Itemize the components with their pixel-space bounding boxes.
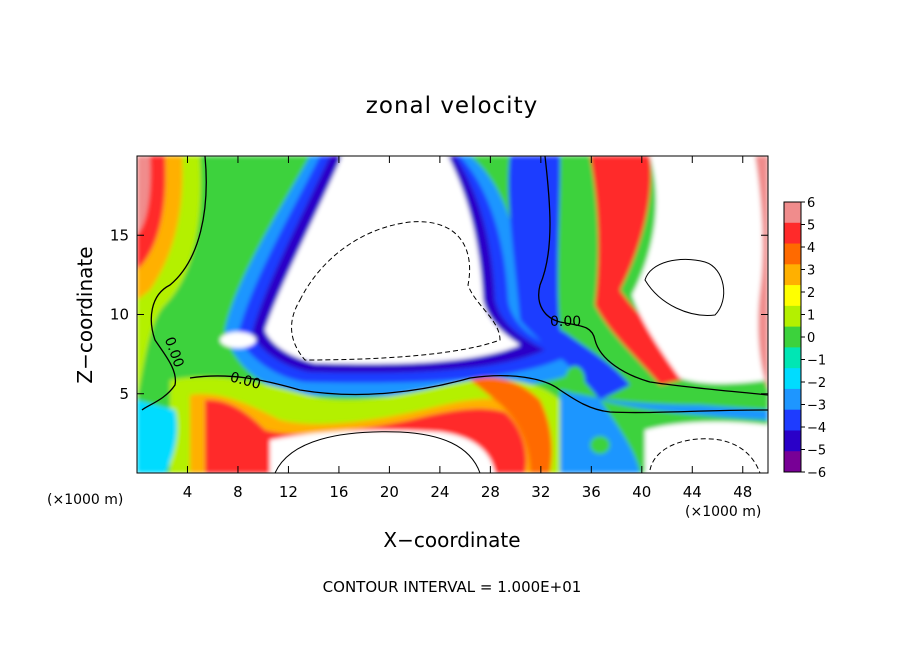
x-tick-label: 8 bbox=[233, 483, 243, 501]
colorbar-tick-label: 3 bbox=[807, 264, 815, 279]
contour-lower-loop bbox=[274, 431, 481, 473]
y-axis-label: Z−coordinate bbox=[73, 246, 97, 383]
colorbar-swatch bbox=[784, 388, 801, 411]
x-tick-label: 48 bbox=[733, 483, 752, 501]
x-tick-label: 4 bbox=[183, 483, 193, 501]
colorbar-tick-label: −2 bbox=[807, 376, 826, 391]
x-axis-label: X−coordinate bbox=[383, 528, 520, 552]
colorbar-swatch bbox=[784, 368, 801, 390]
colorbar-tick-label: −4 bbox=[807, 421, 826, 436]
x-tick-label: 20 bbox=[380, 483, 399, 501]
contour-zero-right bbox=[538, 156, 768, 396]
contour-zero-middle bbox=[189, 375, 768, 414]
colorbar-swatch bbox=[784, 305, 801, 328]
y-tick-label: 5 bbox=[119, 385, 129, 403]
x-axis: 4 8 12 16 20 24 28 32 36 40 44 48 bbox=[183, 156, 752, 501]
colorbar: 6 5 4 3 2 1 0 −1 −2 −3 −4 −5 −6 bbox=[783, 196, 826, 481]
chart-title: zonal velocity bbox=[366, 93, 538, 119]
x-tick-label: 12 bbox=[279, 483, 298, 501]
colorbar-tick-label: −6 bbox=[807, 466, 826, 481]
colorbar-swatch bbox=[784, 409, 801, 431]
colorbar-tick-label: −3 bbox=[807, 399, 826, 414]
colorbar-swatch bbox=[784, 451, 801, 473]
colorbar-tick-label: 4 bbox=[807, 241, 815, 256]
colorbar-swatch bbox=[784, 430, 801, 452]
contour-lines bbox=[141, 156, 768, 473]
x-tick-label: 36 bbox=[582, 483, 601, 501]
contour-negative-cell-bottom bbox=[649, 438, 761, 473]
colorbar-tick-label: 1 bbox=[807, 309, 815, 324]
y-tick-label: 10 bbox=[110, 306, 129, 324]
colorbar-swatch bbox=[784, 347, 801, 369]
x-tick-label: 24 bbox=[430, 483, 449, 501]
colorbar-swatch bbox=[784, 202, 801, 224]
colorbar-tick-label: 0 bbox=[807, 331, 815, 346]
colorbar-swatch bbox=[784, 264, 801, 286]
y-axis: 5 10 15 bbox=[110, 226, 768, 403]
colorbar-tick-label: −5 bbox=[807, 444, 826, 459]
x-tick-label: 40 bbox=[632, 483, 651, 501]
x-tick-label: 32 bbox=[531, 483, 550, 501]
velocity-field bbox=[137, 156, 768, 473]
x-tick-label: 44 bbox=[683, 483, 702, 501]
colorbar-swatch bbox=[784, 285, 801, 307]
contour-zero-left bbox=[141, 156, 207, 411]
colorbar-tick-label: 2 bbox=[807, 286, 815, 301]
y-tick-label: 15 bbox=[110, 226, 129, 244]
contour-interval-note: CONTOUR INTERVAL = 1.000E+01 bbox=[323, 578, 582, 596]
colorbar-tick-label: 6 bbox=[807, 196, 815, 211]
x-tick-label: 16 bbox=[329, 483, 348, 501]
colorbar-swatch bbox=[784, 222, 801, 245]
contour-label: 0.00 bbox=[228, 369, 262, 393]
x-tick-label: 28 bbox=[481, 483, 500, 501]
x-unit-left: (×1000 m) bbox=[47, 492, 123, 508]
colorbar-swatch bbox=[784, 243, 801, 265]
contour-label: 0.00 bbox=[550, 314, 581, 330]
x-unit-right: (×1000 m) bbox=[685, 504, 761, 520]
colorbar-tick-label: 5 bbox=[807, 219, 815, 234]
colorbar-swatch bbox=[784, 326, 801, 348]
contour-positive-cell-right bbox=[644, 258, 725, 316]
contour-negative-cell bbox=[291, 221, 501, 361]
colorbar-tick-label: −1 bbox=[807, 354, 826, 369]
